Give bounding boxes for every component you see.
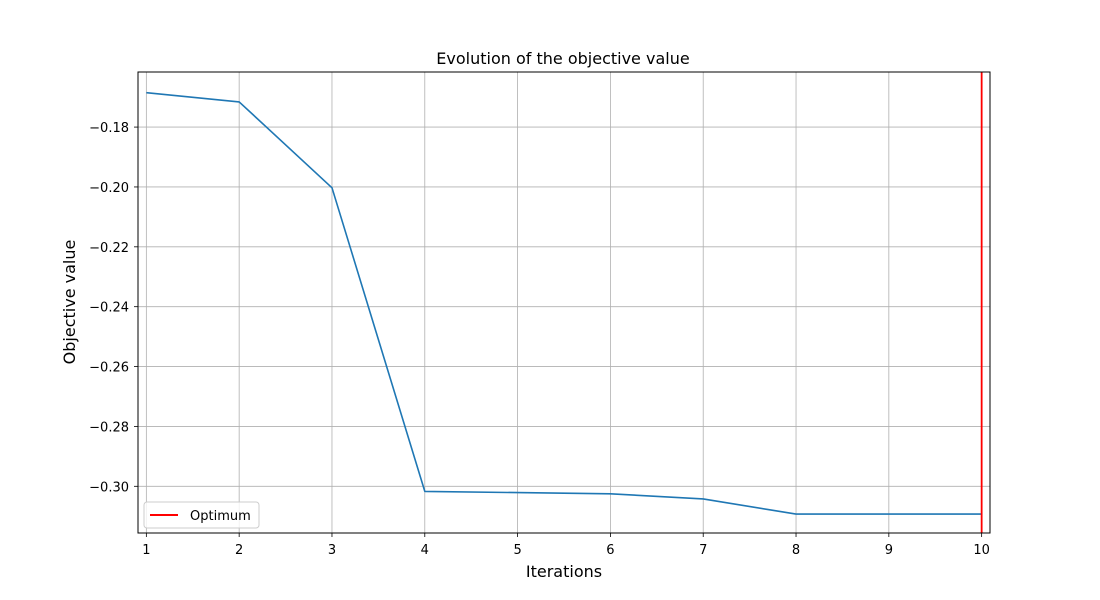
x-tick-label: 8 — [792, 543, 800, 558]
x-axis-ticks: 1 2 3 4 5 6 7 8 9 10 — [142, 533, 990, 558]
legend-label-optimum: Optimum — [190, 509, 251, 524]
y-tick-label: −0.20 — [89, 181, 129, 196]
x-tick-label: 9 — [885, 543, 893, 558]
y-axis-ticks: −0.30 −0.28 −0.26 −0.24 −0.22 −0.20 −0.18 — [89, 121, 138, 495]
x-tick-label: 3 — [328, 543, 336, 558]
y-tick-label: −0.30 — [89, 480, 129, 495]
x-tick-label: 4 — [421, 543, 429, 558]
y-axis-label: Objective value — [60, 240, 79, 365]
legend-box — [143, 501, 260, 529]
plot-area — [138, 72, 990, 533]
x-tick-label: 2 — [235, 543, 243, 558]
plot-frame — [137, 71, 991, 534]
y-tick-label: −0.24 — [89, 301, 129, 316]
y-tick-label: −0.26 — [89, 361, 129, 376]
x-tick-label: 10 — [973, 543, 990, 558]
x-axis-label: Iterations — [526, 562, 602, 581]
x-tick-label: 7 — [699, 543, 707, 558]
objective-series-line — [146, 91, 982, 515]
y-tick-label: −0.28 — [89, 420, 129, 435]
x-tick-label: 5 — [513, 543, 521, 558]
series-layer — [146, 91, 982, 515]
x-tick-label: 6 — [606, 543, 614, 558]
y-tick-label: −0.22 — [89, 241, 129, 256]
x-tick-label: 1 — [142, 543, 150, 558]
chart-title: Evolution of the objective value — [436, 49, 689, 68]
y-tick-label: −0.18 — [89, 121, 129, 136]
legend: Optimum — [143, 501, 260, 529]
